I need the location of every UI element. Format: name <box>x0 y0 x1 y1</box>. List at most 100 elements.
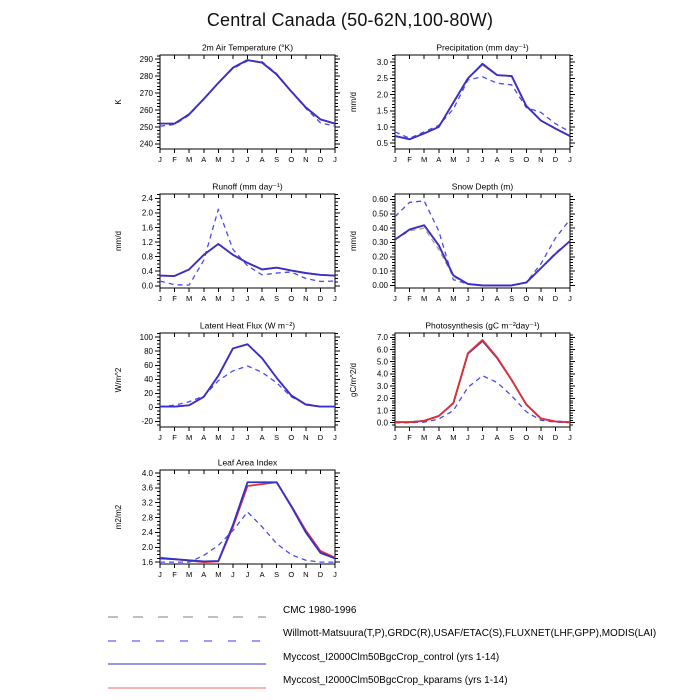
svg-text:J: J <box>333 433 337 442</box>
svg-text:N: N <box>303 294 308 303</box>
svg-text:S: S <box>509 294 514 303</box>
svg-text:A: A <box>436 155 441 164</box>
legend-label-observations: Willmott-Matsuura(T,P),GRDC(R),USAF/ETAC… <box>283 628 657 639</box>
svg-text:A: A <box>260 294 265 303</box>
svg-text:M: M <box>186 433 192 442</box>
svg-text:A: A <box>436 294 441 303</box>
svg-text:0.0: 0.0 <box>142 282 154 291</box>
svg-text:M: M <box>186 570 192 579</box>
svg-text:0.10: 0.10 <box>372 267 388 276</box>
svg-text:0.20: 0.20 <box>372 253 388 262</box>
legend-item: Willmott-Matsuura(T,P),GRDC(R),USAF/ETAC… <box>108 627 657 642</box>
legend-line-sample-cmc <box>108 607 266 618</box>
svg-text:0.5: 0.5 <box>377 139 389 148</box>
svg-text:A: A <box>201 155 206 164</box>
svg-text:J: J <box>231 570 235 579</box>
svg-text:M: M <box>215 294 221 303</box>
svg-text:D: D <box>553 294 559 303</box>
svg-text:J: J <box>333 570 337 579</box>
svg-text:Photosynthesis (gC m⁻²day⁻¹): Photosynthesis (gC m⁻²day⁻¹) <box>425 321 539 331</box>
svg-text:S: S <box>274 433 279 442</box>
svg-text:M: M <box>215 570 221 579</box>
svg-text:J: J <box>568 433 572 442</box>
svg-text:4.0: 4.0 <box>377 370 389 379</box>
chart-panel-latent-heat-flux: Latent Heat Flux (W m⁻²) W/m^2 J F M A M J J A S O N… <box>112 319 349 448</box>
svg-text:Precipitation (mm day⁻¹): Precipitation (mm day⁻¹) <box>436 43 529 53</box>
svg-text:J: J <box>231 433 235 442</box>
svg-text:D: D <box>318 570 324 579</box>
svg-text:D: D <box>553 155 559 164</box>
svg-text:M: M <box>450 294 456 303</box>
svg-text:80: 80 <box>144 347 153 356</box>
svg-text:0.4: 0.4 <box>142 267 154 276</box>
svg-text:F: F <box>172 294 177 303</box>
svg-text:0.50: 0.50 <box>372 210 388 219</box>
svg-text:O: O <box>523 155 529 164</box>
svg-text:A: A <box>436 433 441 442</box>
svg-text:3.6: 3.6 <box>142 484 154 493</box>
svg-text:O: O <box>288 570 294 579</box>
svg-text:M: M <box>450 433 456 442</box>
svg-text:J: J <box>481 155 485 164</box>
svg-text:A: A <box>495 433 500 442</box>
svg-text:6.0: 6.0 <box>377 345 389 354</box>
svg-text:0.8: 0.8 <box>142 252 154 261</box>
svg-text:2.0: 2.0 <box>377 394 389 403</box>
svg-text:J: J <box>231 294 235 303</box>
svg-text:60: 60 <box>144 361 153 370</box>
svg-text:F: F <box>407 294 412 303</box>
svg-text:A: A <box>201 294 206 303</box>
svg-text:M: M <box>186 294 192 303</box>
svg-text:2.5: 2.5 <box>377 74 389 83</box>
svg-text:A: A <box>260 433 265 442</box>
svg-text:J: J <box>246 294 250 303</box>
svg-text:J: J <box>568 155 572 164</box>
chart-panel-air-temperature: 2m Air Temperature (°K) K J F M A M J J A S O N D J 240… <box>112 41 349 170</box>
svg-text:1.0: 1.0 <box>377 406 389 415</box>
svg-text:20: 20 <box>144 389 153 398</box>
svg-text:J: J <box>568 294 572 303</box>
svg-text:mm/d: mm/d <box>114 231 123 251</box>
svg-text:N: N <box>303 155 308 164</box>
svg-text:1.0: 1.0 <box>377 123 389 132</box>
legend-item: Myccost_I2000Clm50BgcCrop_control (yrs 1… <box>108 650 656 665</box>
svg-text:M: M <box>421 433 427 442</box>
svg-text:2.8: 2.8 <box>142 513 154 522</box>
svg-text:0.00: 0.00 <box>372 281 388 290</box>
svg-text:M: M <box>450 155 456 164</box>
svg-text:M: M <box>186 155 192 164</box>
svg-text:J: J <box>246 570 250 579</box>
svg-text:S: S <box>274 570 279 579</box>
svg-text:3.0: 3.0 <box>377 58 389 67</box>
svg-text:Snow Depth (m): Snow Depth (m) <box>452 182 514 192</box>
svg-text:gC/m^2/d: gC/m^2/d <box>349 363 358 397</box>
svg-text:J: J <box>158 155 162 164</box>
svg-text:A: A <box>495 155 500 164</box>
svg-text:S: S <box>509 155 514 164</box>
svg-text:J: J <box>393 433 397 442</box>
svg-text:N: N <box>303 570 308 579</box>
svg-text:N: N <box>303 433 308 442</box>
legend-label-kparams: Myccost_I2000Clm50BgcCrop_kparams (yrs 1… <box>283 675 508 686</box>
svg-text:A: A <box>201 570 206 579</box>
svg-text:2.0: 2.0 <box>142 209 154 218</box>
svg-text:40: 40 <box>144 375 153 384</box>
svg-text:W/m^2: W/m^2 <box>114 367 123 392</box>
svg-text:J: J <box>481 433 485 442</box>
chart-panel-leaf-area-index: Leaf Area Index m2/m2 J F M A M J J A S O N D J 1.6 2.0 2… <box>112 456 349 585</box>
legend-line-sample-observations <box>108 631 266 642</box>
svg-text:0: 0 <box>149 403 154 412</box>
svg-text:A: A <box>495 294 500 303</box>
svg-text:N: N <box>538 433 543 442</box>
svg-text:M: M <box>215 433 221 442</box>
legend-item: CMC 1980-1996 <box>108 603 656 618</box>
svg-text:1.2: 1.2 <box>142 238 154 247</box>
svg-text:J: J <box>158 433 162 442</box>
svg-text:mm/d: mm/d <box>349 231 358 251</box>
svg-text:J: J <box>158 570 162 579</box>
chart-panel-snow-depth: Snow Depth (m) mm/d J F M A M J J A S O N D J 0.00 0.10 0… <box>347 180 584 309</box>
svg-text:2m Air Temperature (°K): 2m Air Temperature (°K) <box>202 43 293 53</box>
svg-text:250: 250 <box>140 123 154 132</box>
svg-text:F: F <box>407 433 412 442</box>
svg-text:J: J <box>333 294 337 303</box>
